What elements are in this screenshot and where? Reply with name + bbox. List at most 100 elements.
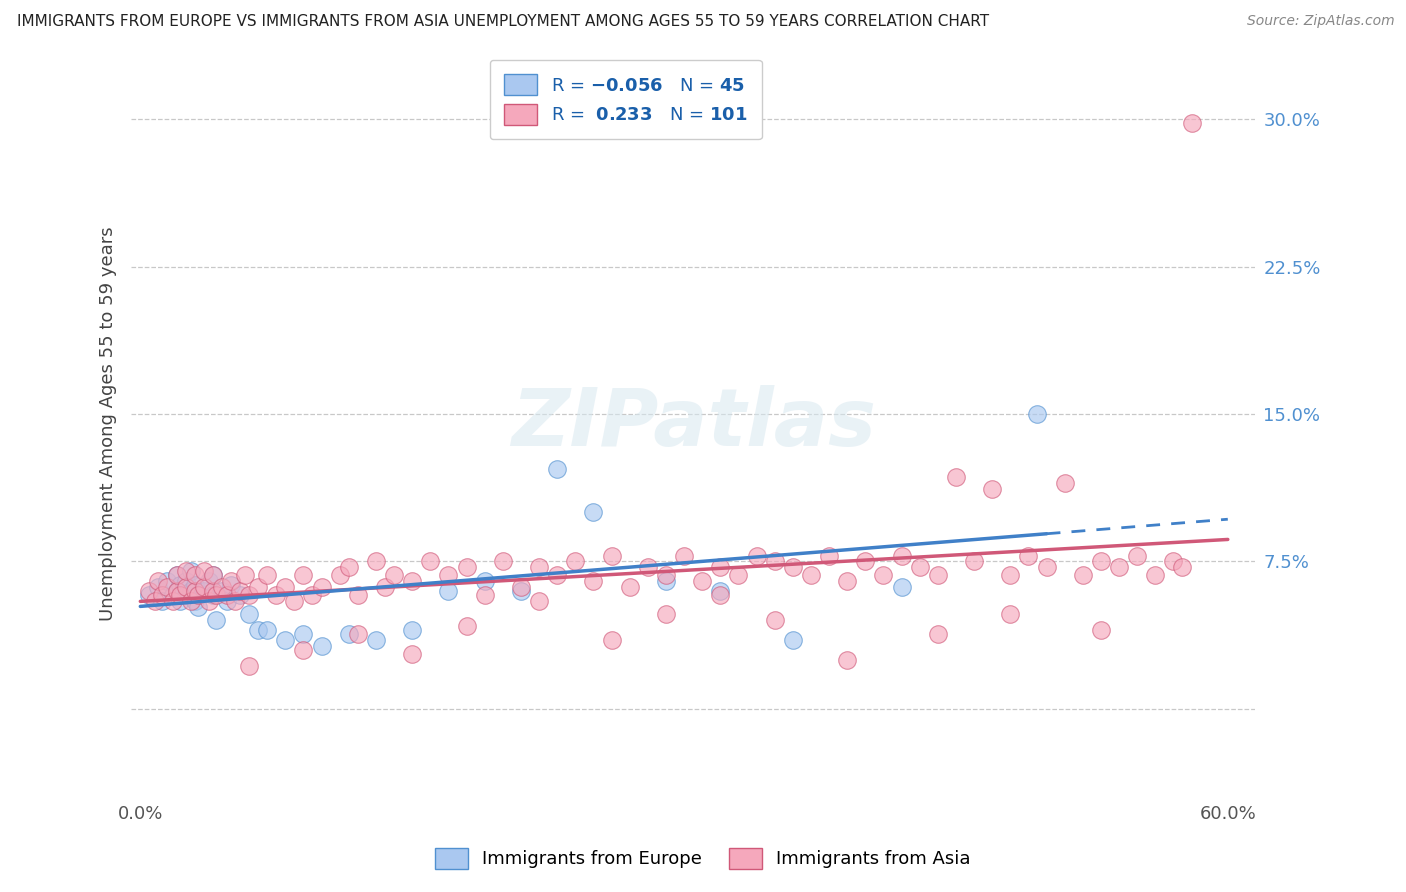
Point	[908, 560, 931, 574]
Point	[637, 560, 659, 574]
Point	[374, 580, 396, 594]
Point	[150, 588, 173, 602]
Point	[337, 627, 360, 641]
Point	[187, 588, 209, 602]
Point	[247, 580, 270, 594]
Point	[198, 593, 221, 607]
Point	[655, 568, 678, 582]
Point	[224, 593, 246, 607]
Point	[274, 580, 297, 594]
Point	[1090, 554, 1112, 568]
Point	[800, 568, 823, 582]
Point	[183, 568, 205, 582]
Point	[1180, 116, 1202, 130]
Point	[1090, 623, 1112, 637]
Point	[745, 549, 768, 563]
Point	[655, 607, 678, 622]
Point	[1108, 560, 1130, 574]
Point	[238, 607, 260, 622]
Point	[364, 554, 387, 568]
Legend: Immigrants from Europe, Immigrants from Asia: Immigrants from Europe, Immigrants from …	[427, 840, 979, 876]
Point	[582, 574, 605, 588]
Point	[1017, 549, 1039, 563]
Point	[510, 580, 533, 594]
Point	[382, 568, 405, 582]
Point	[1126, 549, 1149, 563]
Point	[818, 549, 841, 563]
Point	[727, 568, 749, 582]
Point	[1000, 568, 1022, 582]
Point	[193, 580, 215, 594]
Point	[474, 588, 496, 602]
Point	[546, 568, 568, 582]
Point	[205, 613, 228, 627]
Point	[890, 580, 912, 594]
Legend: R = $\mathbf{-0.056}$   N = $\mathbf{45}$, R =  $\mathbf{0.233}$   N = $\mathbf{: R = $\mathbf{-0.056}$ N = $\mathbf{45}$,…	[489, 60, 762, 139]
Point	[292, 642, 315, 657]
Point	[256, 568, 278, 582]
Point	[763, 554, 786, 568]
Point	[401, 623, 423, 637]
Point	[492, 554, 515, 568]
Point	[174, 588, 197, 602]
Point	[837, 653, 859, 667]
Point	[510, 583, 533, 598]
Point	[183, 578, 205, 592]
Point	[174, 564, 197, 578]
Point	[205, 588, 228, 602]
Point	[690, 574, 713, 588]
Point	[437, 583, 460, 598]
Point	[1035, 560, 1057, 574]
Point	[211, 580, 233, 594]
Point	[169, 593, 191, 607]
Point	[219, 574, 242, 588]
Point	[872, 568, 894, 582]
Point	[981, 482, 1004, 496]
Point	[238, 588, 260, 602]
Point	[474, 574, 496, 588]
Point	[782, 632, 804, 647]
Point	[166, 583, 188, 598]
Point	[193, 564, 215, 578]
Point	[337, 560, 360, 574]
Point	[364, 632, 387, 647]
Point	[709, 560, 731, 574]
Point	[156, 580, 179, 594]
Point	[311, 639, 333, 653]
Point	[166, 583, 188, 598]
Point	[1171, 560, 1194, 574]
Point	[256, 623, 278, 637]
Point	[1071, 568, 1094, 582]
Text: ZIPatlas: ZIPatlas	[510, 385, 876, 463]
Point	[527, 560, 550, 574]
Point	[187, 599, 209, 614]
Point	[166, 568, 188, 582]
Point	[1163, 554, 1185, 568]
Point	[201, 568, 224, 582]
Point	[180, 583, 202, 598]
Point	[927, 627, 949, 641]
Point	[292, 568, 315, 582]
Point	[148, 580, 170, 594]
Point	[311, 580, 333, 594]
Point	[235, 568, 257, 582]
Point	[166, 568, 188, 582]
Point	[162, 588, 184, 602]
Point	[148, 574, 170, 588]
Point	[853, 554, 876, 568]
Point	[193, 583, 215, 598]
Text: IMMIGRANTS FROM EUROPE VS IMMIGRANTS FROM ASIA UNEMPLOYMENT AMONG AGES 55 TO 59 : IMMIGRANTS FROM EUROPE VS IMMIGRANTS FRO…	[17, 14, 988, 29]
Point	[1000, 607, 1022, 622]
Point	[346, 627, 368, 641]
Point	[138, 583, 160, 598]
Point	[709, 588, 731, 602]
Point	[564, 554, 586, 568]
Point	[709, 583, 731, 598]
Point	[437, 568, 460, 582]
Point	[238, 658, 260, 673]
Point	[183, 593, 205, 607]
Point	[419, 554, 441, 568]
Point	[837, 574, 859, 588]
Point	[292, 627, 315, 641]
Point	[217, 593, 239, 607]
